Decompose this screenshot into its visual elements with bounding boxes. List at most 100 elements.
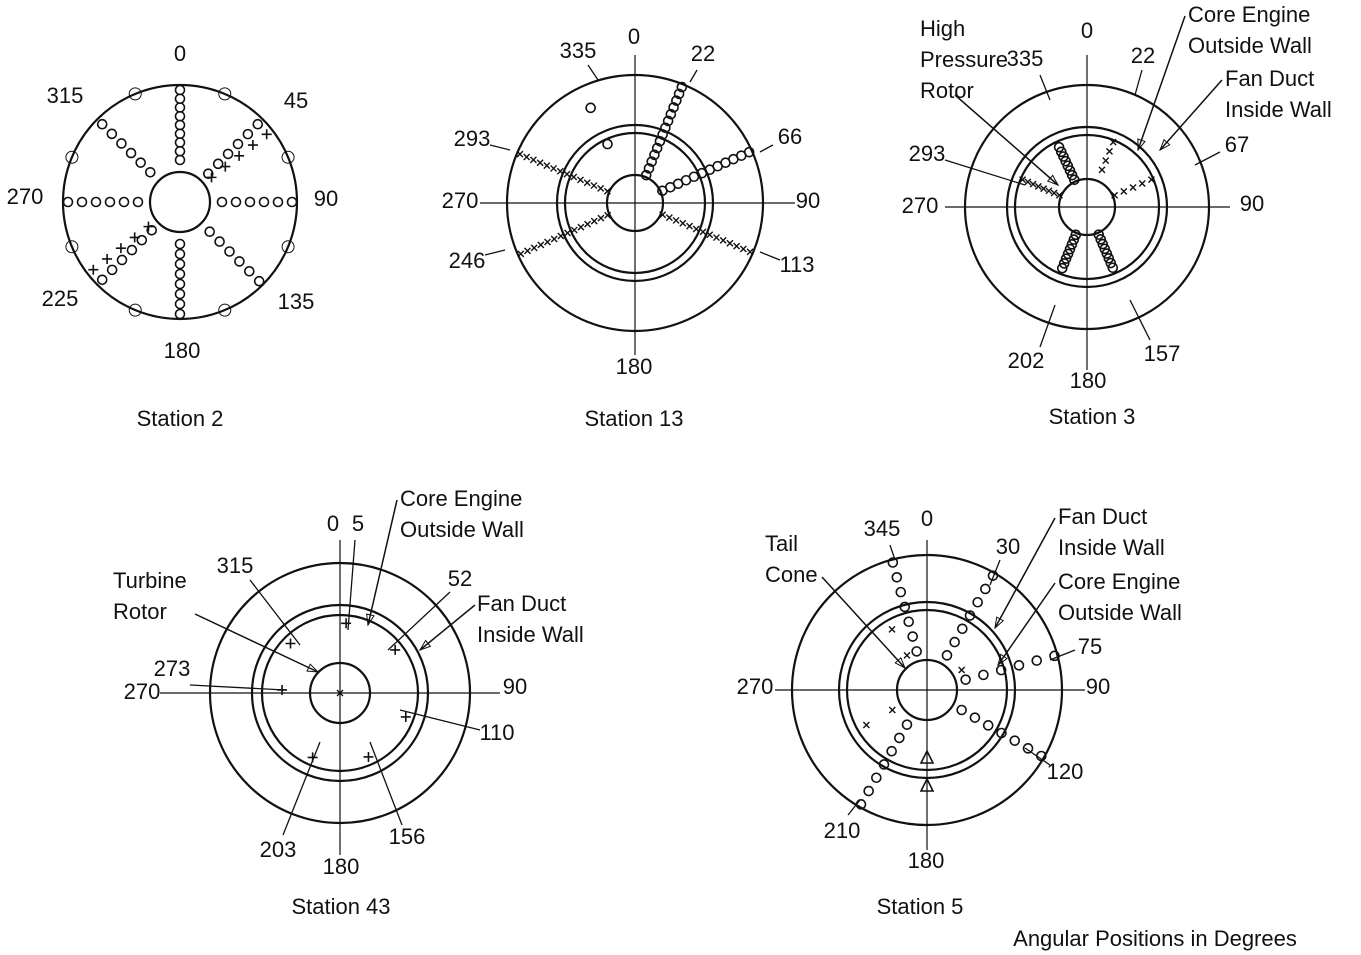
probe-circle [244, 196, 256, 208]
probe-circle [1064, 243, 1076, 255]
probe-circle [230, 196, 242, 208]
probe-cross [576, 176, 584, 184]
angle-label: 90 [503, 674, 527, 699]
angle-label: 293 [454, 126, 491, 151]
leader [1039, 74, 1051, 101]
angle-label: 315 [47, 83, 84, 108]
probe-circle [116, 138, 127, 149]
probe-circle [1062, 248, 1074, 260]
angle-label: 22 [1131, 43, 1155, 68]
probe-plus [220, 161, 231, 172]
probe-cross [1040, 185, 1048, 193]
annotation: Inside Wall [1058, 535, 1165, 560]
angle-label: 45 [284, 88, 308, 113]
leader [399, 709, 481, 731]
annotation: High [920, 16, 965, 41]
probe-circle [174, 84, 186, 96]
leader [944, 159, 1026, 186]
angle-label: 273 [154, 656, 191, 681]
probe-circle [174, 238, 186, 250]
probe-circle [602, 138, 613, 150]
probe-cross [550, 235, 558, 243]
probe-cross [1029, 180, 1037, 188]
angle-label: 30 [996, 534, 1020, 559]
probe-cross [550, 164, 558, 172]
probe-circle [964, 610, 976, 621]
probe-circle [949, 636, 960, 648]
angle-label: 210 [824, 818, 861, 843]
angle-label: 270 [737, 674, 774, 699]
angle-label: 120 [1047, 759, 1084, 784]
probe-plus [234, 150, 245, 161]
probe-circle [252, 118, 264, 130]
annotation: Inside Wall [1225, 97, 1332, 122]
probe-cross [523, 153, 531, 161]
leader [759, 144, 774, 153]
probe-circle [174, 128, 186, 140]
probe-dot [128, 303, 142, 317]
angle-label: 202 [1008, 348, 1045, 373]
angle-label: 345 [864, 516, 901, 541]
probe-cross [1120, 187, 1128, 195]
annotation: Outside Wall [1188, 33, 1312, 58]
arrow [954, 94, 1059, 186]
probe-circle [1013, 660, 1025, 671]
probe-circle [135, 157, 146, 168]
annotation: Rotor [920, 78, 974, 103]
angle-label: 75 [1078, 634, 1102, 659]
angle-label: 0 [921, 506, 933, 531]
probe-circle [660, 122, 671, 134]
probe-cross [1050, 189, 1058, 197]
probe-cross [584, 220, 592, 228]
angle-label: 270 [902, 193, 939, 218]
probe-circle [960, 674, 971, 685]
angle-label: 180 [323, 854, 360, 879]
probe-circle [1093, 229, 1105, 240]
probe-cross [1055, 191, 1063, 199]
angle-label: 156 [389, 824, 426, 849]
annotation: Turbine [113, 568, 187, 593]
probe-cross [699, 228, 707, 236]
angle-label: 180 [164, 338, 201, 363]
probe-circle [743, 146, 755, 158]
probe-circle [126, 244, 138, 256]
probe-cross [958, 666, 966, 674]
leader [387, 591, 451, 651]
probe-plus [143, 221, 154, 232]
probe-circle [90, 196, 102, 208]
leader [1134, 69, 1143, 96]
angle-label: 315 [217, 553, 254, 578]
probe-circle [1103, 252, 1115, 264]
probe-circle [907, 631, 918, 642]
probe-circle [174, 137, 186, 148]
probe-circle [174, 288, 186, 300]
station-title: Station 43 [291, 894, 390, 919]
probe-cross [336, 689, 344, 697]
probe-circle [585, 102, 596, 114]
leader [1024, 747, 1051, 766]
probe-circle [1070, 229, 1082, 241]
probe-dot [281, 150, 295, 164]
probe-circle [957, 623, 968, 635]
probe-circle [972, 596, 983, 608]
probe-cross [712, 234, 720, 242]
probe-cross [1034, 182, 1042, 190]
probe-triangle [919, 749, 935, 764]
probe-circle [980, 583, 991, 595]
arrow [994, 517, 1056, 629]
probe-circle [654, 136, 666, 147]
probe-plus [129, 232, 140, 243]
probe-circle [673, 88, 685, 100]
probe-cross [590, 182, 598, 190]
probe-circle [106, 128, 118, 140]
probe-cross [564, 229, 572, 237]
probe-cross [888, 706, 896, 714]
probe-circle [104, 196, 116, 208]
probe-triangle [919, 777, 935, 792]
leader [1129, 299, 1151, 341]
arrow [1159, 79, 1223, 151]
probe-circle [174, 248, 186, 260]
probe-circle [871, 772, 882, 784]
angle-label: 246 [449, 248, 486, 273]
probe-cross [516, 150, 524, 158]
